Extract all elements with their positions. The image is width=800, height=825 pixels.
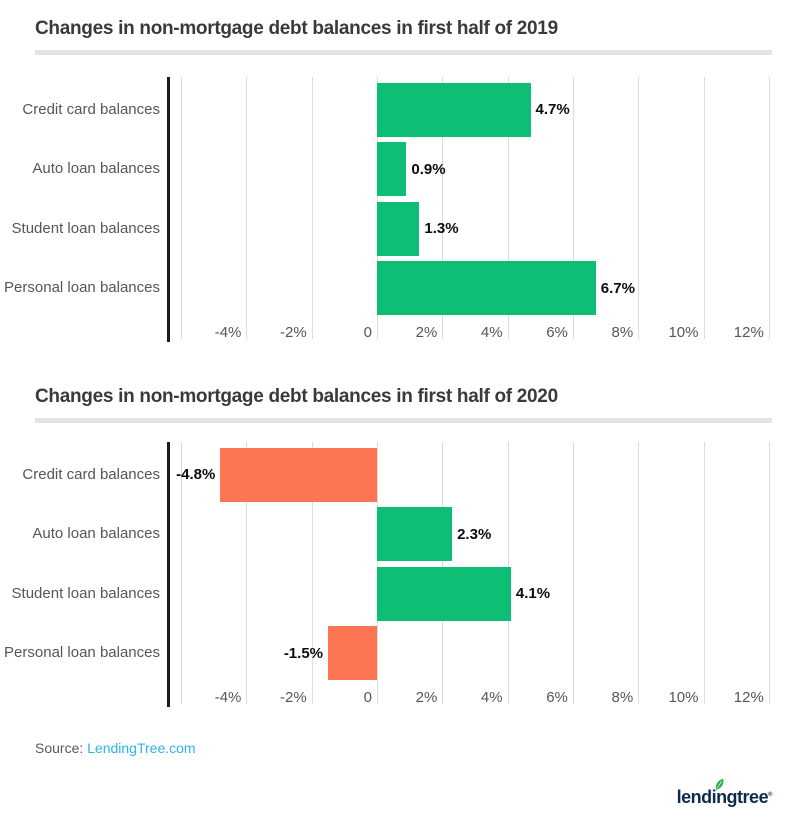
lendingtree-logo-text: lendingtree® (677, 778, 772, 808)
category-label: Student loan balances (11, 219, 160, 237)
axis-tick-label: 10% (668, 689, 699, 706)
axis-tick-label: 12% (733, 324, 764, 341)
y-axis-line (167, 442, 170, 707)
axis-tick-label: 8% (611, 324, 634, 341)
axis-tick-label: 2% (415, 324, 438, 341)
bar-value-label: 6.7% (600, 279, 635, 297)
axis-tick-label: -4% (214, 689, 242, 706)
gridline (442, 77, 444, 339)
gridline (703, 77, 705, 339)
category-label: Personal loan balances (4, 279, 160, 297)
bar (377, 507, 453, 562)
axis-tick-label: 6% (546, 689, 568, 706)
category-label: Personal loan balances (4, 644, 160, 662)
registered-mark: ® (768, 792, 772, 798)
chart-title-2020: Changes in non-mortgage debt balances in… (35, 386, 558, 407)
bar (328, 626, 377, 681)
axis-tick-label: 2% (415, 689, 438, 706)
category-label: Auto loan balances (32, 160, 160, 178)
gridline (768, 442, 770, 704)
bar (377, 82, 531, 137)
title-divider (35, 50, 772, 55)
bar (220, 447, 377, 502)
bar-value-label: 4.1% (515, 585, 551, 603)
y-axis-line (167, 77, 170, 342)
axis-tick-label: -4% (214, 324, 242, 341)
bar-value-label: 2.3% (457, 525, 492, 543)
bar-value-label: 0.9% (411, 160, 446, 178)
gridline (572, 77, 574, 339)
axis-tick-label: 8% (611, 689, 634, 706)
axis-tick-label: -2% (280, 689, 307, 706)
leaf-icon (715, 778, 724, 790)
gridline (246, 442, 248, 704)
gridline (572, 442, 574, 704)
source-link[interactable]: LendingTree.com (87, 740, 196, 756)
gridline (703, 442, 705, 704)
gridline (181, 442, 183, 704)
axis-tick-label: 0 (363, 324, 372, 341)
source-prefix: Source: (35, 740, 88, 756)
gridline (638, 442, 640, 704)
gridline (311, 442, 313, 704)
bar (377, 142, 407, 197)
bar (377, 261, 596, 316)
category-label: Credit card balances (22, 465, 160, 483)
bar-value-label: 1.3% (424, 220, 459, 238)
axis-tick-label: 6% (546, 324, 568, 341)
gridline (311, 77, 313, 339)
bar-chart-2019: -4% -2% 0 2% 4% 6% 8% 10% 12% Credit card balance… (0, 70, 800, 360)
axis-tick-label: 0 (363, 689, 372, 706)
bar-value-label: -4.8% (176, 466, 216, 483)
lendingtree-logo: lendingtree® (677, 778, 772, 811)
axis-tick-label: 12% (733, 689, 764, 706)
title-divider (35, 418, 772, 423)
axis-tick-label: -2% (280, 324, 307, 341)
bar-value-label: 4.7% (535, 101, 570, 118)
gridline (768, 77, 770, 339)
bar-chart-2020: -4% -2% 0 2% 4% 6% 8% 10% 12% Credit card balance… (0, 435, 800, 725)
gridline (638, 77, 640, 339)
source-line: Source: LendingTree.com (35, 740, 196, 756)
gridline (507, 77, 509, 339)
axis-tick-label: 4% (480, 689, 503, 706)
category-label: Auto loan balances (32, 525, 160, 543)
chart-title-2019: Changes in non-mortgage debt balances in… (35, 18, 558, 39)
category-label: Student loan balances (11, 584, 160, 602)
gridline (246, 77, 248, 339)
gridline (181, 77, 183, 339)
bar-value-label: -1.5% (283, 644, 323, 662)
axis-tick-label: 4% (480, 324, 503, 341)
category-label: Credit card balances (22, 100, 160, 118)
axis-tick-label: 10% (668, 324, 699, 341)
bar (377, 201, 420, 256)
bar (377, 566, 511, 621)
